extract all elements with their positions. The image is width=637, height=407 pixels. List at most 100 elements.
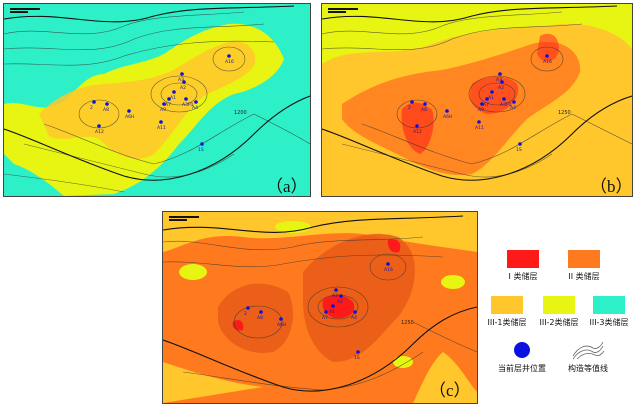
well-marker [502,97,506,101]
well-label: A12 [413,129,422,135]
well-label: A6H [277,322,286,328]
well-label: A4 [192,105,198,111]
well-label: A2 [180,85,186,91]
well-label: A2 [498,85,504,91]
well-label: 1S [516,147,522,153]
well-label: A12 [95,129,104,135]
well-marker [172,90,176,94]
well-marker [167,97,171,101]
legend-label-class-ii: II 类储层 [568,272,600,281]
well-label: 2 [244,311,247,317]
well-marker [353,310,357,314]
well-marker [127,109,131,113]
well-label: A16 [225,59,234,65]
well-marker [246,306,250,310]
well-marker [334,288,338,292]
well-label: A2 [337,299,343,305]
well-marker [182,80,186,84]
well-marker [415,124,419,128]
well-marker [200,142,204,146]
well-marker [480,102,484,106]
well-label: A16 [543,59,552,65]
legend-class-iii2: III-2类储层 [534,296,584,328]
well-label: A8 [421,107,427,113]
legend-label-contour: 构造等值线 [568,364,608,373]
well-label: A11 [157,125,166,131]
well-label: A8 [257,315,263,321]
well-label: 2 [408,105,411,111]
legend-label-class-iii1: III-1类储层 [487,318,527,327]
well-label: A6H [443,114,452,120]
well-label: A3 [496,77,502,83]
swatch-class-iii2 [543,296,575,314]
well-marker [339,294,343,298]
well-marker [423,102,427,106]
well-marker [159,120,163,124]
contour-line-icon [572,341,605,360]
well-marker [485,97,489,101]
contour-value-b: 1250 [558,110,571,116]
well-label: A16 [384,267,393,273]
swatch-class-ii [568,250,600,268]
well-label: A4 [510,105,516,111]
legend-label-well: 当前层井位置 [498,364,546,373]
well-marker [259,310,263,314]
well-label: A1 [329,309,335,315]
well-marker [324,310,328,314]
well-label: A7 [165,102,171,108]
legend-contour: 构造等值线 [558,340,618,374]
well-label: A9 [160,107,166,113]
well-label: A7 [322,315,328,321]
well-marker [498,72,502,76]
well-label: A7 [483,102,489,108]
map-panel-c: 1250 A16 A3 A2 A1 A7 A4 2 A8 A6H 1S （c） [162,211,478,404]
well-marker [477,120,481,124]
panel-label-c: （c） [429,381,471,400]
well-marker [227,54,231,58]
well-marker [184,97,188,101]
legend-class-ii: II 类储层 [554,250,614,282]
well-label: A8 [103,107,109,113]
well-label: A3P1 [500,102,512,108]
panel-label-a: （a） [266,177,308,196]
legend-label-class-iii3: III-3类储层 [589,318,629,327]
well-label: A9 [478,107,484,113]
well-marker [92,100,96,104]
well-label: A3P1 [182,102,194,108]
legend-label-class-i: I 类储层 [508,272,538,281]
well-marker [105,102,109,106]
panel-label-b: （b） [590,177,633,196]
well-label: A1 [488,95,494,101]
well-marker [279,317,283,321]
well-marker [500,80,504,84]
legend-label-class-iii2: III-2类储层 [539,318,579,327]
well-label: A4 [351,315,357,321]
swatch-class-iii1 [491,296,523,314]
well-marker [490,90,494,94]
well-marker [545,54,549,58]
well-marker [162,102,166,106]
map-panel-b: 1250 A16 A2 A3 A1 A7 A3P1 A4 A6H A9 A12 A11 2 A8 1S （… [321,3,633,197]
well-marker [331,304,335,308]
well-marker [386,262,390,266]
well-label: A1 [170,95,176,101]
swatch-class-iii3 [593,296,625,314]
legend-well: 当前层井位置 [492,342,552,374]
contour-value-a: 1200 [234,110,247,116]
well-marker [180,72,184,76]
well-marker [518,142,522,146]
legend-class-iii1: III-1类储层 [482,296,532,328]
legend-class-i: I 类储层 [498,250,548,282]
well-label: A3 [178,77,184,83]
swatch-class-i [507,250,539,268]
well-label: 1S [198,147,204,153]
well-marker [97,124,101,128]
contour-value-c: 1250 [401,320,414,326]
legend: I 类储层 II 类储层 III-1类储层 III-2类储层 III-3类储层 … [487,240,634,400]
